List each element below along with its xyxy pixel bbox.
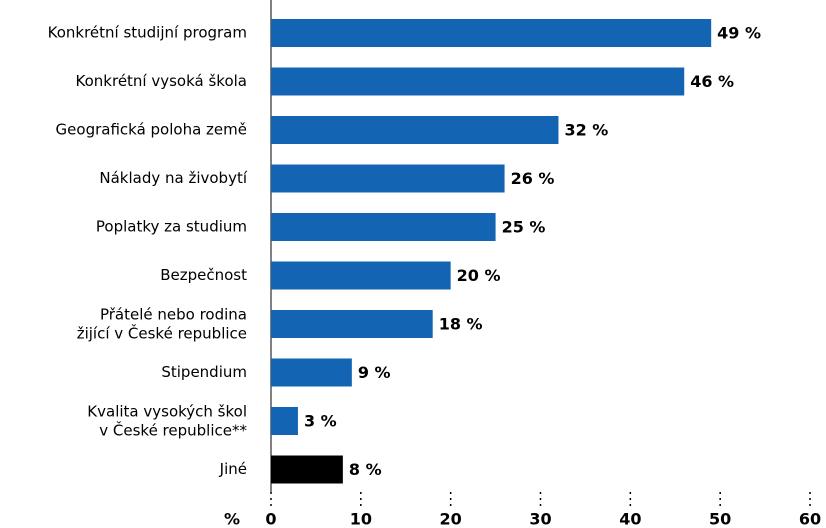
value-label: 25 % [502,218,546,237]
value-label: 8 % [349,460,382,479]
value-label: 32 % [564,121,608,140]
x-tick-label: 10 [350,510,372,528]
value-label: 20 % [457,266,501,285]
category-label: Přátelé nebo rodina žijící v České republ… [77,305,247,342]
bar [271,358,352,387]
category-label: Kvalita vysokých škol v České republice** [87,402,247,439]
x-axis-label: % [224,510,240,528]
bar [271,67,685,96]
bar [271,310,433,338]
bar [271,213,496,241]
bar [271,164,505,193]
value-label: 26 % [511,169,555,188]
category-label: Bezpečnost [160,266,247,284]
x-tick-label: 20 [440,510,462,528]
bar [271,407,298,435]
value-label: 49 % [717,24,761,43]
bar [271,261,451,290]
bar [271,455,343,484]
category-label: Geografická poloha země [56,121,247,139]
x-tick-label: 60 [799,510,821,528]
category-label: Poplatky za studium [96,218,247,236]
x-tick-label: 50 [709,510,731,528]
bar [271,19,712,47]
x-tick-label: 0 [265,510,276,528]
x-tick-label: 40 [619,510,641,528]
category-label: Jiné [219,460,247,478]
bar [271,116,559,144]
category-label: Konkrétní studijní program [48,24,247,42]
value-label: 18 % [439,315,483,334]
x-tick-label: 30 [529,510,551,528]
category-label: Náklady na živobytí [99,169,247,187]
category-label: Konkrétní vysoká škola [76,72,247,90]
value-label: 46 % [690,72,734,91]
value-label: 9 % [358,363,391,382]
category-label: Stipendium [161,363,247,381]
value-label: 3 % [304,412,337,431]
